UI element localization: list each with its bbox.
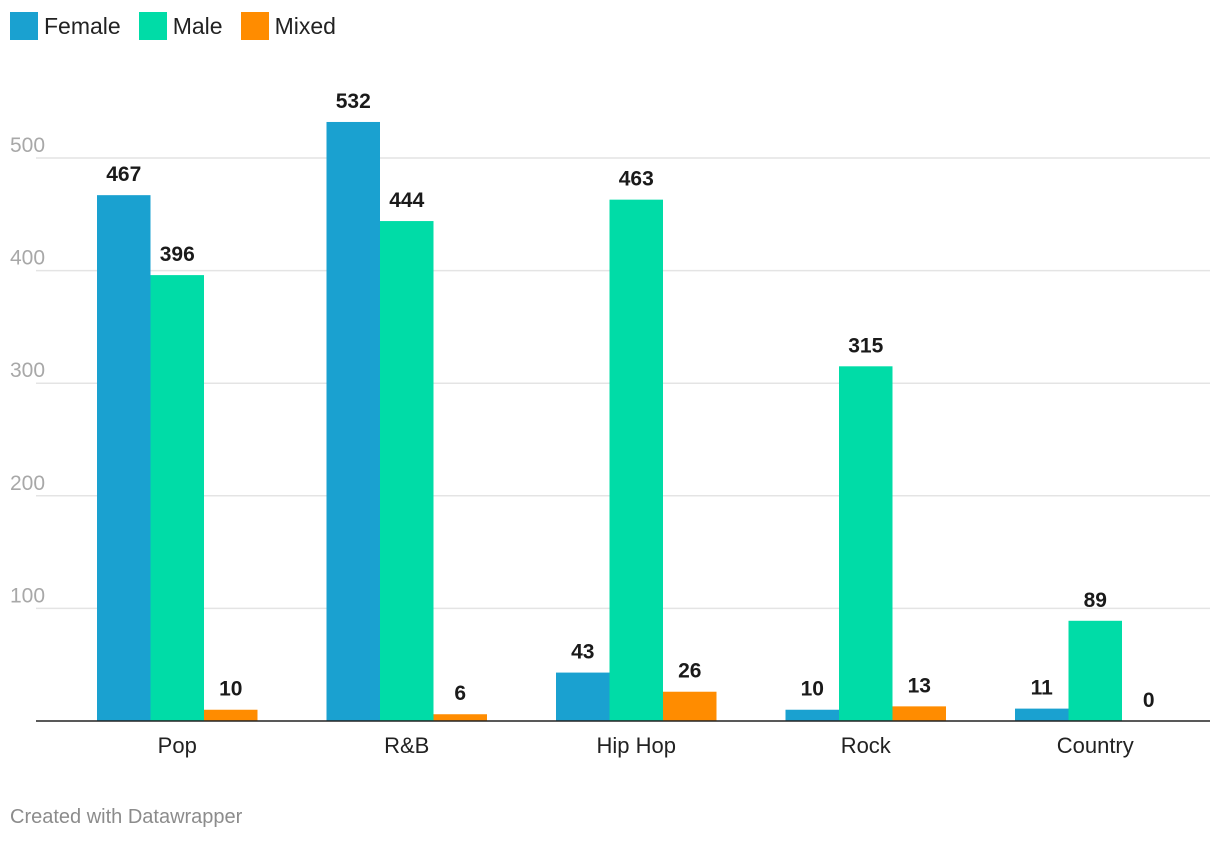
value-label-randb-female: 532 <box>336 90 371 113</box>
bar-hip-hop-male <box>609 199 663 722</box>
value-label-hip-hop-mixed: 26 <box>678 660 701 683</box>
footer-credit: Created with Datawrapper <box>10 806 243 828</box>
value-label-rock-male: 315 <box>848 334 883 357</box>
value-label-hip-hop-male: 463 <box>619 168 654 191</box>
y-tick-label-500: 500 <box>10 134 45 157</box>
legend-label-mixed: Mixed <box>274 12 336 39</box>
value-label-country-male: 89 <box>1084 589 1107 612</box>
category-label-hip-hop: Hip Hop <box>597 733 676 758</box>
bar-randb-male <box>380 221 434 721</box>
bar-rock-mixed <box>892 706 946 721</box>
bar-country-female <box>1015 708 1069 721</box>
value-label-pop-female: 467 <box>106 163 141 186</box>
bar-randb-female <box>326 121 380 721</box>
bar-pop-female <box>97 195 151 721</box>
bars <box>97 121 1122 722</box>
legend-label-female: Female <box>44 12 121 39</box>
bar-hip-hop-mixed <box>663 691 717 721</box>
value-label-pop-mixed: 10 <box>219 678 242 701</box>
bar-rock-female <box>785 709 839 721</box>
y-tick-label-200: 200 <box>10 472 45 495</box>
legend-swatch-mixed <box>240 12 269 40</box>
legend-label-male: Male <box>172 12 223 39</box>
category-label-randb: R&B <box>384 733 429 758</box>
value-label-rock-mixed: 13 <box>908 674 931 697</box>
value-label-randb-mixed: 6 <box>454 682 466 705</box>
data-labels: 467 396 10 532 444 6 43 463 26 10 315 13 11 89 0 <box>106 90 1154 712</box>
value-label-rock-female: 10 <box>801 678 824 701</box>
legend-item-male: Male <box>138 12 223 40</box>
legend-swatch-female <box>10 12 38 40</box>
value-label-country-female: 11 <box>1031 677 1054 700</box>
legend-swatch-male <box>138 12 167 40</box>
value-label-pop-male: 396 <box>160 243 195 266</box>
bar-hip-hop-female <box>556 672 610 721</box>
bar-pop-mixed <box>204 709 258 721</box>
category-label-rock: Rock <box>841 733 892 758</box>
value-label-randb-male: 444 <box>389 189 424 212</box>
category-label-country: Country <box>1057 733 1134 758</box>
legend-item-mixed: Mixed <box>240 12 336 40</box>
legend: Female Male Mixed <box>10 12 336 40</box>
bar-pop-male <box>150 275 204 721</box>
value-label-country-mixed: 0 <box>1143 689 1155 712</box>
category-label-pop: Pop <box>158 733 197 758</box>
y-tick-label-300: 300 <box>10 359 45 382</box>
y-axis-ticks: 100 200 300 400 500 <box>10 134 45 607</box>
legend-item-female: Female <box>10 12 121 40</box>
bar-randb-mixed <box>433 714 487 721</box>
bar-country-male <box>1068 620 1122 721</box>
x-axis-categories: Pop R&B Hip Hop Rock Country <box>158 733 1134 758</box>
bar-rock-male <box>839 366 893 721</box>
value-label-hip-hop-female: 43 <box>571 641 594 664</box>
y-tick-label-100: 100 <box>10 584 45 607</box>
y-tick-label-400: 400 <box>10 247 45 270</box>
